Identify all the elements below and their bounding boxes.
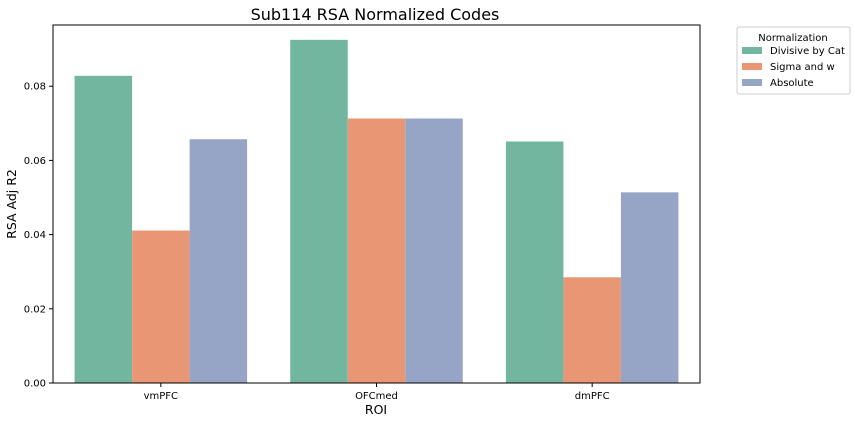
x-tick-label-ofcmed: OFCmed [355, 391, 398, 402]
bar-vmpfc-absolute [189, 139, 248, 383]
y-axis-label: RSA Adj R2 [4, 169, 19, 239]
y-tick-label: 0.02 [24, 304, 46, 315]
bar-ofcmed-divisive-by-cat [290, 39, 348, 383]
bar-dmpfc-sigma-and-w [563, 277, 621, 383]
legend-label-divisive-by-cat: Divisive by Cat [770, 46, 845, 57]
x-axis-label: ROI [365, 402, 387, 417]
bar-dmpfc-absolute [620, 192, 679, 383]
legend-label-sigma-and-w: Sigma and w [770, 62, 835, 73]
bar-ofcmed-absolute [405, 118, 463, 383]
legend-frame [736, 26, 851, 95]
bar-vmpfc-divisive-by-cat [74, 75, 133, 384]
y-tick-label: 0.08 [24, 82, 46, 93]
legend-title: Normalization [758, 33, 828, 44]
y-tick-label: 0.04 [24, 230, 46, 241]
legend: Normalization Divisive by Cat Sigma and w… [736, 26, 851, 95]
x-axis: vmPFC OFCmed dmPFC [144, 383, 610, 402]
bar-dmpfc-divisive-by-cat [505, 141, 564, 383]
bar-vmpfc-sigma-and-w [132, 230, 190, 383]
x-tick-label-dmpfc: dmPFC [575, 391, 610, 402]
legend-label-absolute: Absolute [770, 78, 814, 89]
y-tick-label: 0.06 [24, 156, 46, 167]
chart-title: Sub114 RSA Normalized Codes [251, 5, 500, 24]
legend-swatch-absolute [742, 79, 762, 86]
legend-swatch-divisive-by-cat [742, 47, 762, 54]
legend-items: Divisive by Cat Sigma and w Absolute [742, 46, 845, 89]
bars-group [74, 39, 679, 384]
bar-ofcmed-sigma-and-w [347, 118, 406, 383]
y-tick-label: 0.00 [24, 379, 46, 390]
y-axis: 0.00 0.02 0.04 0.06 0.08 [24, 82, 53, 390]
x-tick-label-vmpfc: vmPFC [144, 391, 178, 402]
legend-swatch-sigma-and-w [742, 63, 762, 70]
